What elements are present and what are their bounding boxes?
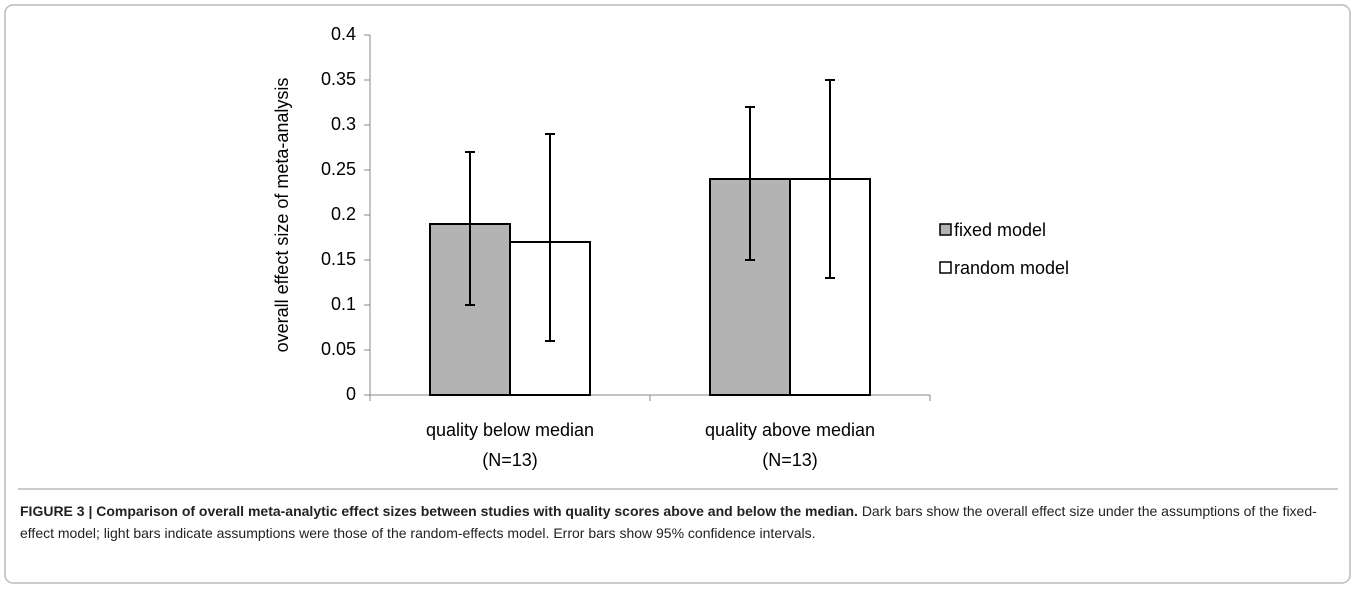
y-tick-label: 0.25	[321, 159, 356, 179]
x-tick-note: (N=13)	[482, 450, 538, 470]
y-tick-label: 0.15	[321, 249, 356, 269]
y-tick-label: 0.05	[321, 339, 356, 359]
legend-label: random model	[954, 258, 1069, 278]
x-tick-label: quality above median	[705, 420, 875, 440]
y-tick-label: 0.4	[331, 24, 356, 44]
legend-swatch	[939, 223, 952, 236]
figure-frame	[4, 4, 1351, 584]
legend-label: fixed model	[954, 220, 1046, 240]
y-tick-label: 0.3	[331, 114, 356, 134]
x-tick-label: quality below median	[426, 420, 594, 440]
y-tick-label: 0.35	[321, 69, 356, 89]
y-axis-label: overall effect size of meta-analysis	[272, 78, 292, 353]
y-tick-label: 0.2	[331, 204, 356, 224]
legend-swatch	[939, 261, 952, 274]
y-tick-label: 0	[346, 384, 356, 404]
x-tick-note: (N=13)	[762, 450, 818, 470]
caption: FIGURE 3 | Comparison of overall meta-an…	[20, 500, 1338, 544]
caption-label: FIGURE 3 | Comparison of overall meta-an…	[20, 503, 858, 519]
y-tick-label: 0.1	[331, 294, 356, 314]
caption-text: Dark bars show the overall effect size u…	[20, 503, 1317, 541]
